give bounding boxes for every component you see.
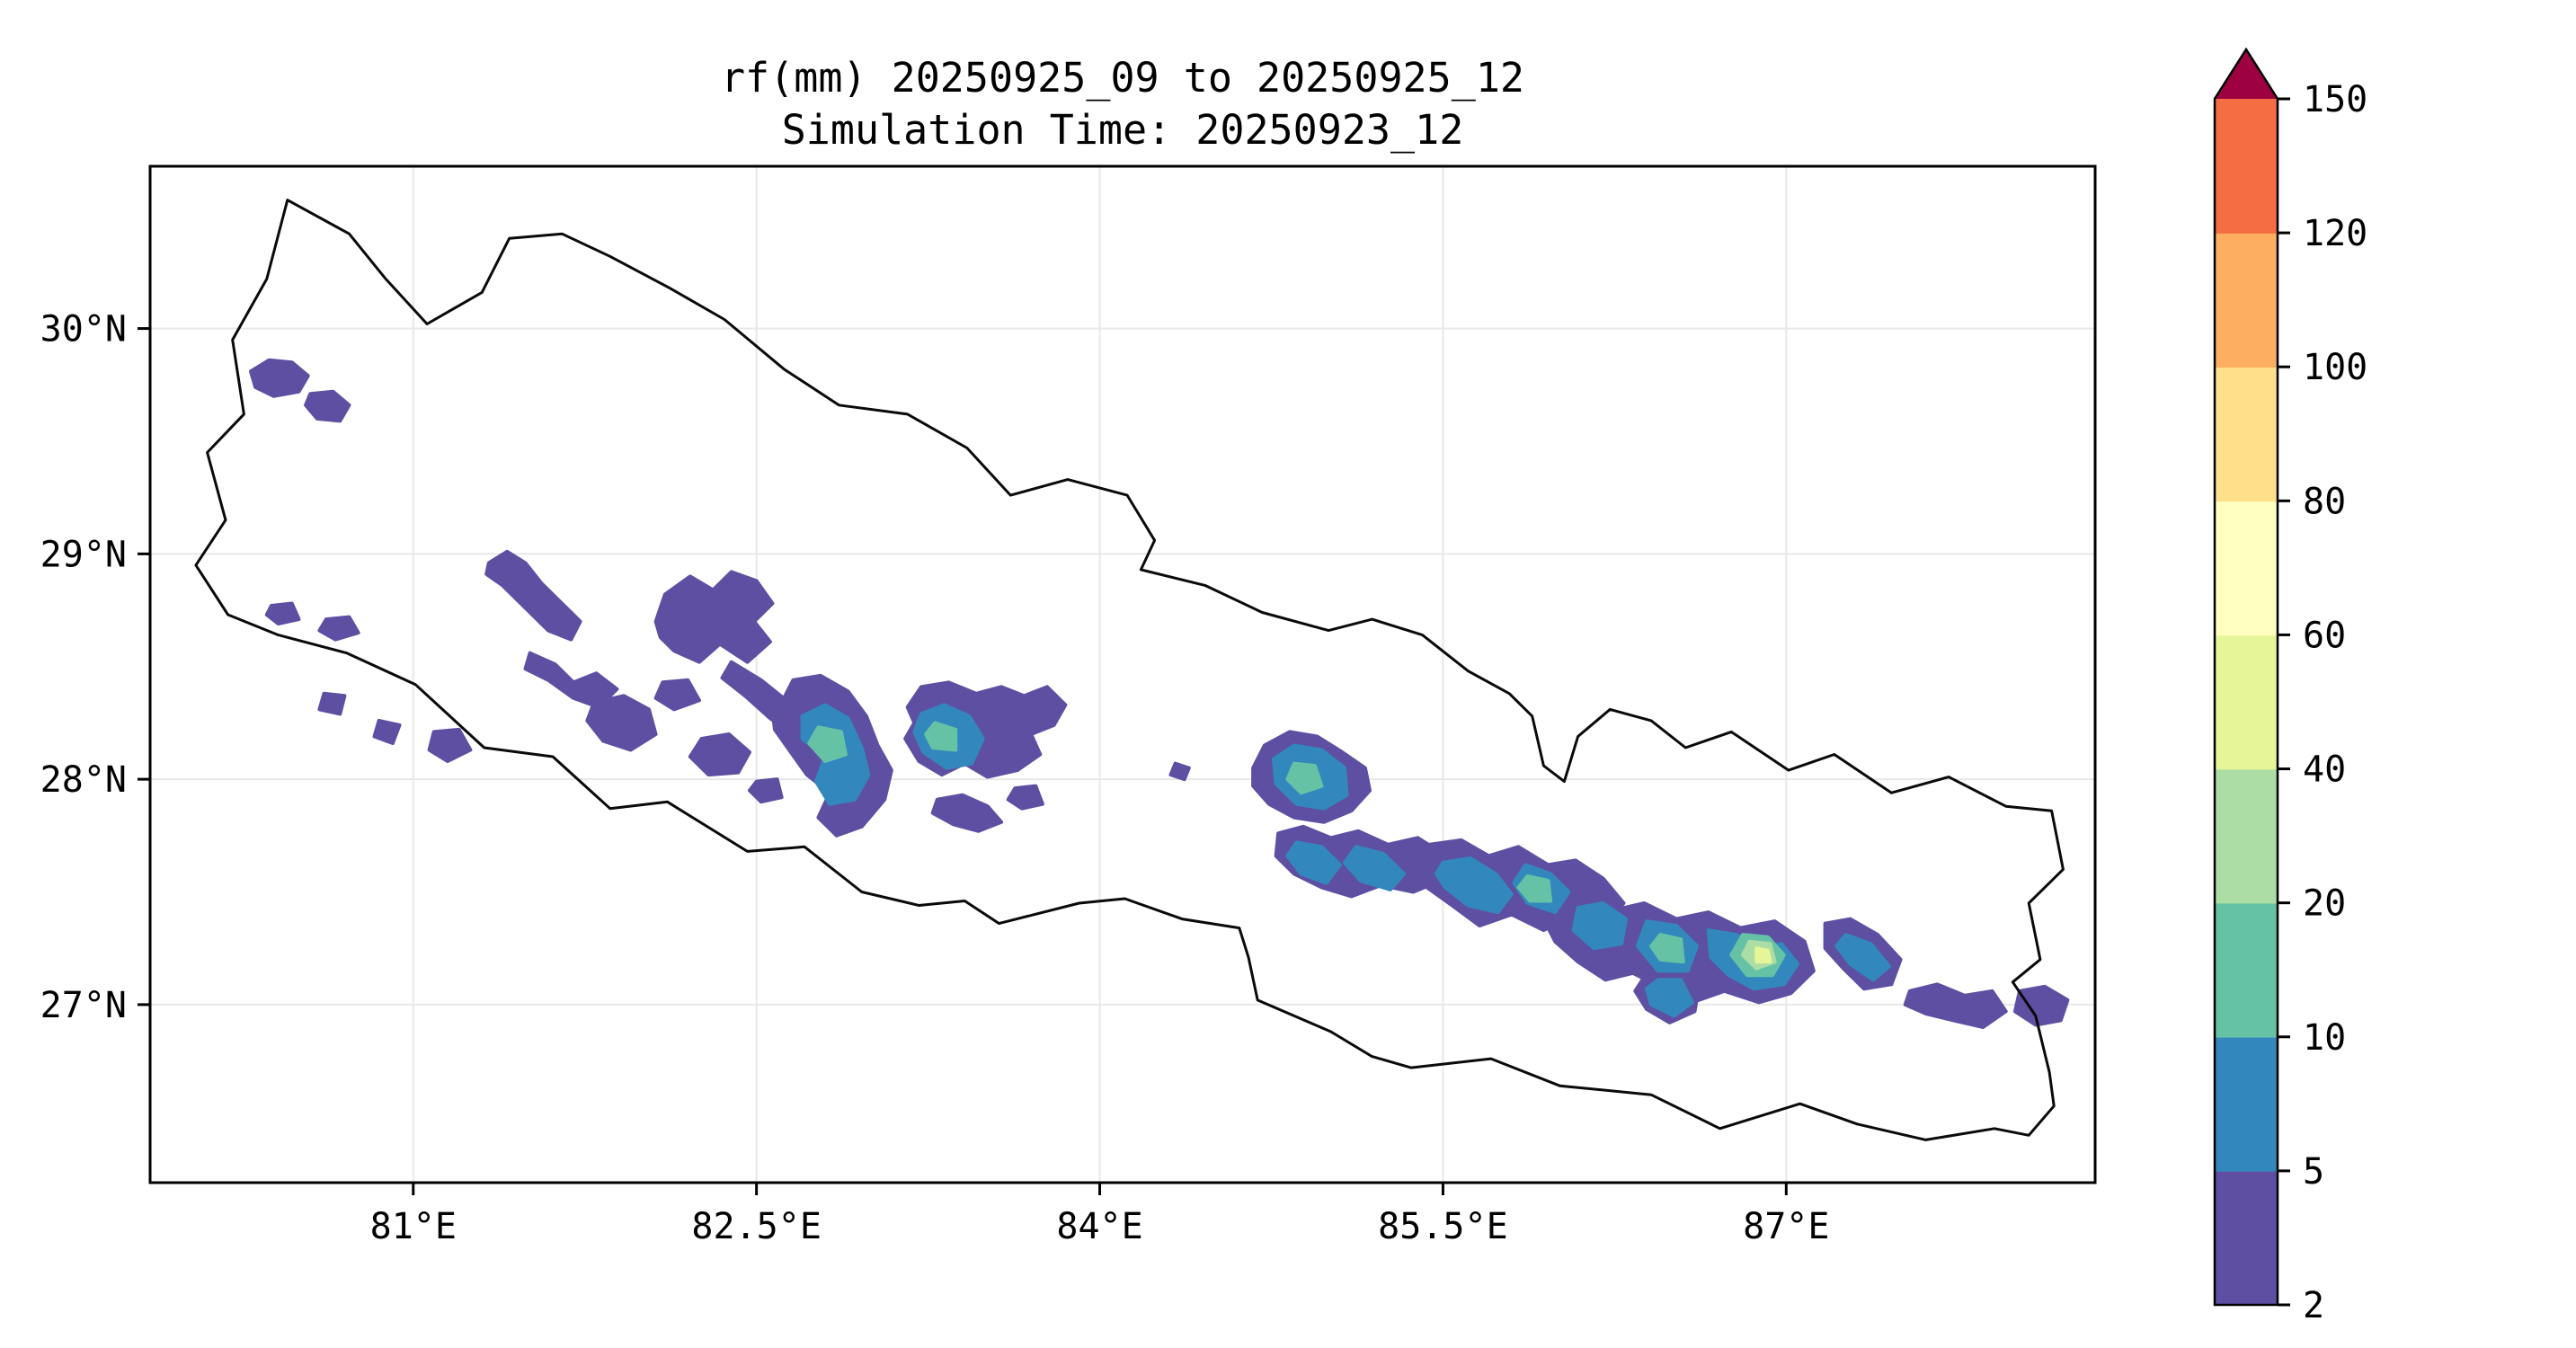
colorbar-tick-label: 5 bbox=[2303, 1151, 2324, 1193]
rain-contour-5-10mm bbox=[1645, 978, 1694, 1018]
colorbar-extend-triangle bbox=[2215, 49, 2278, 99]
rain-contour-2-5mm bbox=[484, 549, 582, 642]
colorbar-segment-60-80mm bbox=[2215, 501, 2278, 636]
rain-contour-2-5mm bbox=[249, 358, 310, 398]
colorbar-tick-label: 10 bbox=[2303, 1017, 2346, 1059]
x-tick-label: 85.5°E bbox=[1378, 1206, 1508, 1247]
rain-contour-2-5mm bbox=[427, 727, 473, 763]
rain-contour-5-10mm bbox=[1434, 856, 1514, 915]
x-tick-label: 84°E bbox=[1056, 1206, 1142, 1247]
x-tick-label: 81°E bbox=[370, 1206, 457, 1247]
rain-contour-2-5mm bbox=[653, 570, 775, 664]
rain-contour-2-5mm bbox=[372, 718, 402, 745]
rain-contour-10-20mm bbox=[807, 725, 848, 763]
y-tick-label: 27°N bbox=[40, 985, 127, 1026]
colorbar-segment-20-40mm bbox=[2215, 768, 2278, 904]
tick-layer: 81°E 82.5°E 84°E 85.5°E 87°E 30°N 29°N 28°N 27°N bbox=[40, 309, 1830, 1247]
colorbar-tick-label: 20 bbox=[2303, 883, 2346, 925]
rain-contour-2-5mm bbox=[2012, 984, 2070, 1027]
colorbar-tick-label: 100 bbox=[2303, 347, 2367, 388]
x-tick-label: 87°E bbox=[1743, 1206, 1829, 1247]
rain-contour-2-5mm bbox=[585, 694, 658, 752]
colorbar-tick-label: 40 bbox=[2303, 749, 2346, 791]
rain-contour-2-5mm bbox=[748, 777, 784, 804]
colorbar-outline bbox=[2213, 47, 2279, 1307]
rain-contour-5-10mm bbox=[1834, 933, 1891, 982]
rain-contour-2-5mm bbox=[304, 389, 351, 423]
chart-title-line2: Simulation Time: 20250923_12 bbox=[782, 106, 1464, 154]
rain-contour-2-5mm bbox=[653, 678, 701, 712]
colorbar-segment-2-5mm bbox=[2215, 1170, 2278, 1306]
rain-contour-2-5mm bbox=[1903, 982, 2008, 1029]
rain-contour-40-60mm bbox=[1754, 946, 1772, 964]
rain-contour-5-10mm bbox=[1571, 901, 1629, 951]
colorbar-segment-80-100mm bbox=[2215, 367, 2278, 502]
colorbar-segment-10-20mm bbox=[2215, 902, 2278, 1038]
rain-contour-2-5mm bbox=[1006, 784, 1044, 811]
colorbar-segment-5-10mm bbox=[2215, 1036, 2278, 1172]
colorbar-segment-100-120mm bbox=[2215, 233, 2278, 368]
colorbar-segment-120-150mm bbox=[2215, 99, 2278, 234]
map-layer bbox=[194, 199, 2070, 1141]
rain-contour-5-10mm bbox=[1343, 845, 1407, 891]
colorbar-tick-label: 2 bbox=[2303, 1285, 2324, 1326]
rain-contour-2-5mm bbox=[264, 601, 301, 626]
colorbar-tick-label: 60 bbox=[2303, 615, 2346, 656]
nepal-border bbox=[194, 199, 2065, 1141]
y-tick-label: 30°N bbox=[40, 309, 127, 350]
colorbar-segment-40-60mm bbox=[2215, 634, 2278, 770]
grid-layer bbox=[150, 166, 2095, 1183]
rain-contour-10-20mm bbox=[1649, 933, 1685, 964]
rain-contour-2-5mm bbox=[930, 793, 1004, 833]
rain-contour-10-20mm bbox=[924, 721, 958, 752]
rain-contour-2-5mm bbox=[317, 615, 360, 642]
rain-contour-10-20mm bbox=[1516, 874, 1553, 903]
rain-contour-10-20mm bbox=[1285, 761, 1324, 795]
rain-contour-2-5mm bbox=[1168, 761, 1191, 782]
x-tick-label: 82.5°E bbox=[691, 1206, 822, 1247]
rain-contour-2-5mm bbox=[688, 732, 751, 777]
y-tick-label: 28°N bbox=[40, 759, 127, 801]
colorbar-tick-label: 150 bbox=[2303, 79, 2367, 120]
rain-contour-5-10mm bbox=[1285, 840, 1342, 885]
colorbar: 2 5 10 20 40 60 80 100 120 150 bbox=[2213, 47, 2367, 1326]
chart-title-line1: rf(mm) 20250925_09 to 20250925_12 bbox=[721, 54, 1524, 102]
axes-box bbox=[148, 164, 2097, 1184]
colorbar-tick-label: 120 bbox=[2303, 213, 2367, 254]
rain-contour-2-5mm bbox=[317, 691, 347, 716]
colorbar-tick-label: 80 bbox=[2303, 481, 2346, 522]
y-tick-label: 29°N bbox=[40, 534, 127, 575]
